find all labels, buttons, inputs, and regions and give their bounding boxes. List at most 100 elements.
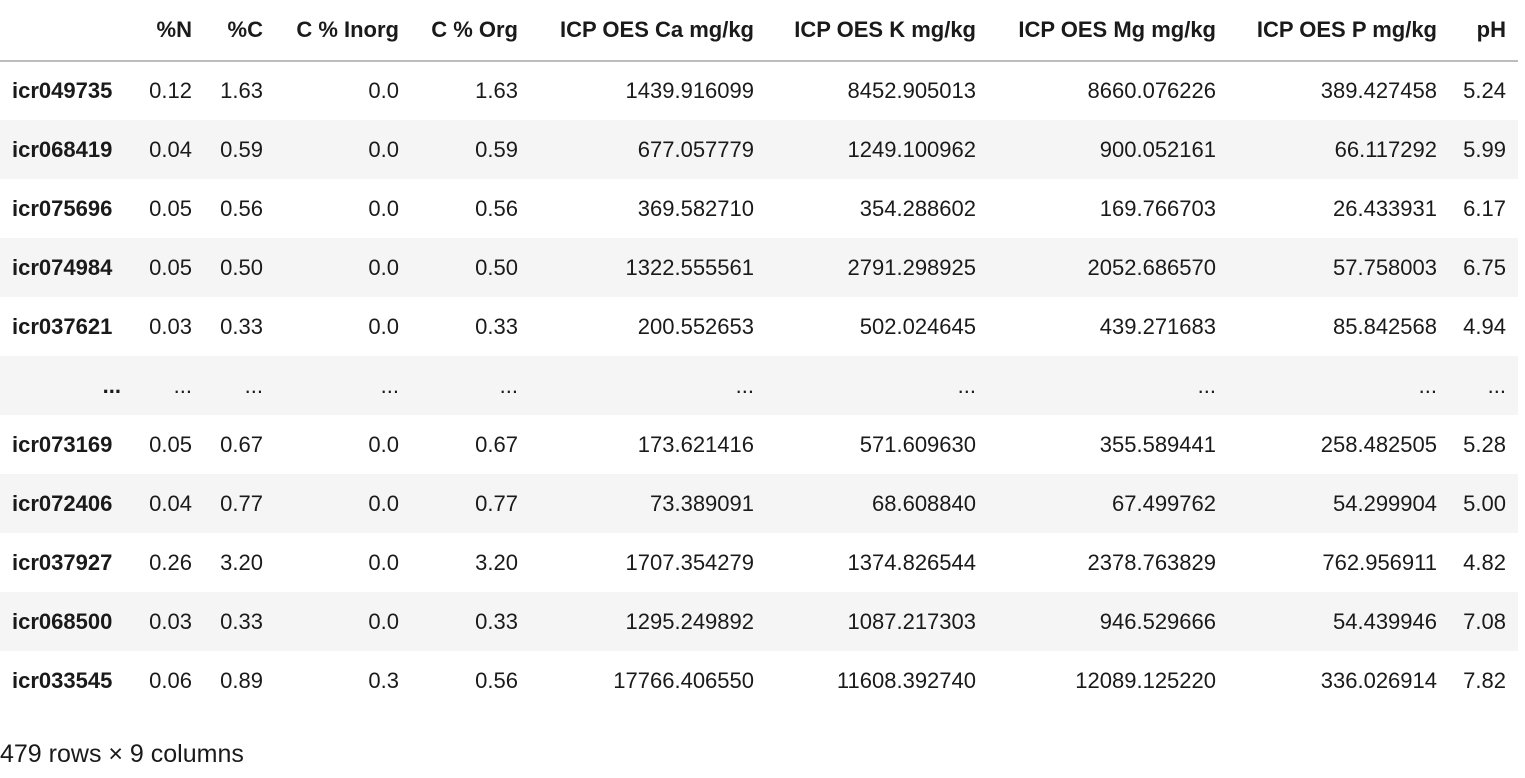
column-header: ICP OES Mg mg/kg [988, 0, 1228, 62]
table-cell: 0.05 [149, 195, 192, 221]
table-cell: 0.59 [220, 136, 263, 162]
table-cell: 0.0 [368, 313, 399, 339]
table-row: icr033545 0.06 0.89 0.3 0.56 17766.406550 1160… [0, 651, 1518, 710]
table-row: icr068419 0.04 0.59 0.0 0.59 677.057779 1249.1… [0, 120, 1518, 179]
table-cell: 1.63 [475, 78, 518, 103]
row-index: icr075696 [12, 195, 113, 221]
column-header: ICP OES P mg/kg [1228, 0, 1449, 62]
table-cell: 68.608840 [872, 490, 976, 516]
table-cell: 67.499762 [1112, 490, 1216, 516]
table-cell: ... [1197, 372, 1216, 398]
table-cell: 0.04 [149, 136, 192, 162]
table-cell: 0.67 [475, 431, 518, 457]
table-cell: ... [173, 372, 192, 398]
table-cell: 2052.686570 [1087, 254, 1216, 280]
table-cell: 26.433931 [1333, 195, 1437, 221]
table-header: %N %C C % Inorg C % Org ICP OES Ca mg/kg ICP … [0, 0, 1518, 62]
table-row: icr049735 0.12 1.63 0.0 1.63 1439.916099 8452.… [0, 61, 1518, 120]
table-cell: 3.20 [220, 549, 263, 575]
table-cell: 0.33 [475, 313, 518, 339]
row-index: icr037927 [12, 549, 113, 575]
shape-note: 479 rows × 9 columns [0, 740, 244, 768]
table-cell: 4.82 [1463, 549, 1506, 575]
table-cell: 54.439946 [1333, 608, 1437, 634]
table-cell: 12089.125220 [1075, 667, 1216, 693]
table-cell: 0.50 [475, 254, 518, 280]
table-cell: 8452.905013 [847, 78, 976, 103]
table-cell: 389.427458 [1320, 78, 1437, 103]
table-cell: ... [380, 372, 399, 398]
table-cell: 1322.555561 [625, 254, 754, 280]
row-index: icr072406 [12, 490, 113, 516]
table-cell: 0.33 [220, 313, 263, 339]
table-cell: 0.05 [149, 254, 192, 280]
row-index: icr074984 [12, 254, 113, 280]
table-cell: 11608.392740 [836, 667, 976, 693]
table-row: icr068500 0.03 0.33 0.0 0.33 1295.249892 1087.… [0, 592, 1518, 651]
table-cell: 1707.354279 [625, 549, 754, 575]
table-cell: 0.59 [475, 136, 518, 162]
table-row: icr072406 0.04 0.77 0.0 0.77 73.389091 68.6088… [0, 474, 1518, 533]
table-cell: 1087.217303 [847, 608, 976, 634]
table-cell: ... [499, 372, 518, 398]
table-cell: 0.50 [220, 254, 263, 280]
ellipsis-row: .............................. [0, 356, 1518, 415]
table-cell: 0.03 [149, 608, 192, 634]
column-header: pH [1449, 0, 1518, 62]
table-cell: 1295.249892 [625, 608, 754, 634]
table-cell: 5.28 [1463, 431, 1506, 457]
table-cell: 169.766703 [1099, 195, 1216, 221]
table-cell: 946.529666 [1099, 608, 1216, 634]
table-cell: 0.26 [149, 549, 192, 575]
table-cell: 0.56 [475, 195, 518, 221]
table-cell: ... [1418, 372, 1437, 398]
table-cell: 17766.406550 [613, 667, 754, 693]
table-cell: 54.299904 [1333, 490, 1437, 516]
table-cell: 8660.076226 [1087, 78, 1216, 103]
table-cell: 0.56 [475, 667, 518, 693]
table-cell: 0.0 [368, 608, 399, 634]
table-cell: 73.389091 [650, 490, 754, 516]
row-index: icr037621 [12, 313, 113, 339]
table-cell: 336.026914 [1320, 667, 1437, 693]
column-header: C % Org [411, 0, 530, 62]
table-cell: 1249.100962 [847, 136, 976, 162]
table-cell: 6.75 [1463, 254, 1506, 280]
table-row: icr073169 0.05 0.67 0.0 0.67 173.621416 571.60… [0, 415, 1518, 474]
table-cell: 354.288602 [859, 195, 976, 221]
table-cell: ... [1487, 372, 1506, 398]
table-cell: 4.94 [1463, 313, 1506, 339]
table-cell: 0.06 [149, 667, 192, 693]
table-cell: 0.0 [368, 490, 399, 516]
table-cell: ... [244, 372, 263, 398]
table-cell: 0.0 [368, 254, 399, 280]
data-table: %N %C C % Inorg C % Org ICP OES Ca mg/kg ICP … [0, 0, 1518, 710]
table-cell: 0.77 [220, 490, 263, 516]
table-cell: 0.89 [220, 667, 263, 693]
table-cell: 355.589441 [1099, 431, 1216, 457]
table-cell: 0.0 [368, 195, 399, 221]
table-cell: 0.3 [368, 667, 399, 693]
table-cell: 5.99 [1463, 136, 1506, 162]
table-cell: 0.0 [368, 549, 399, 575]
header-row: %N %C C % Inorg C % Org ICP OES Ca mg/kg ICP … [0, 0, 1518, 62]
table-cell: 0.77 [475, 490, 518, 516]
row-index: icr073169 [12, 431, 113, 457]
table-cell: 200.552653 [637, 313, 754, 339]
table-cell: 66.117292 [1334, 136, 1437, 162]
table-cell: 0.03 [149, 313, 192, 339]
table-cell: 7.82 [1463, 667, 1506, 693]
table-cell: 900.052161 [1099, 136, 1216, 162]
table-cell: 2378.763829 [1087, 549, 1216, 575]
row-index: icr068500 [12, 608, 113, 634]
table-cell: 571.609630 [859, 431, 976, 457]
table-cell: 369.582710 [637, 195, 754, 221]
table-cell: 0.0 [368, 136, 399, 162]
column-header: %N [133, 0, 204, 62]
table-row: icr075696 0.05 0.56 0.0 0.56 369.582710 354.28… [0, 179, 1518, 238]
table-cell: 1439.916099 [625, 78, 754, 103]
column-header: C % Inorg [275, 0, 411, 62]
row-index: icr068419 [12, 136, 113, 162]
column-header: %C [204, 0, 275, 62]
column-header: ICP OES K mg/kg [766, 0, 988, 62]
